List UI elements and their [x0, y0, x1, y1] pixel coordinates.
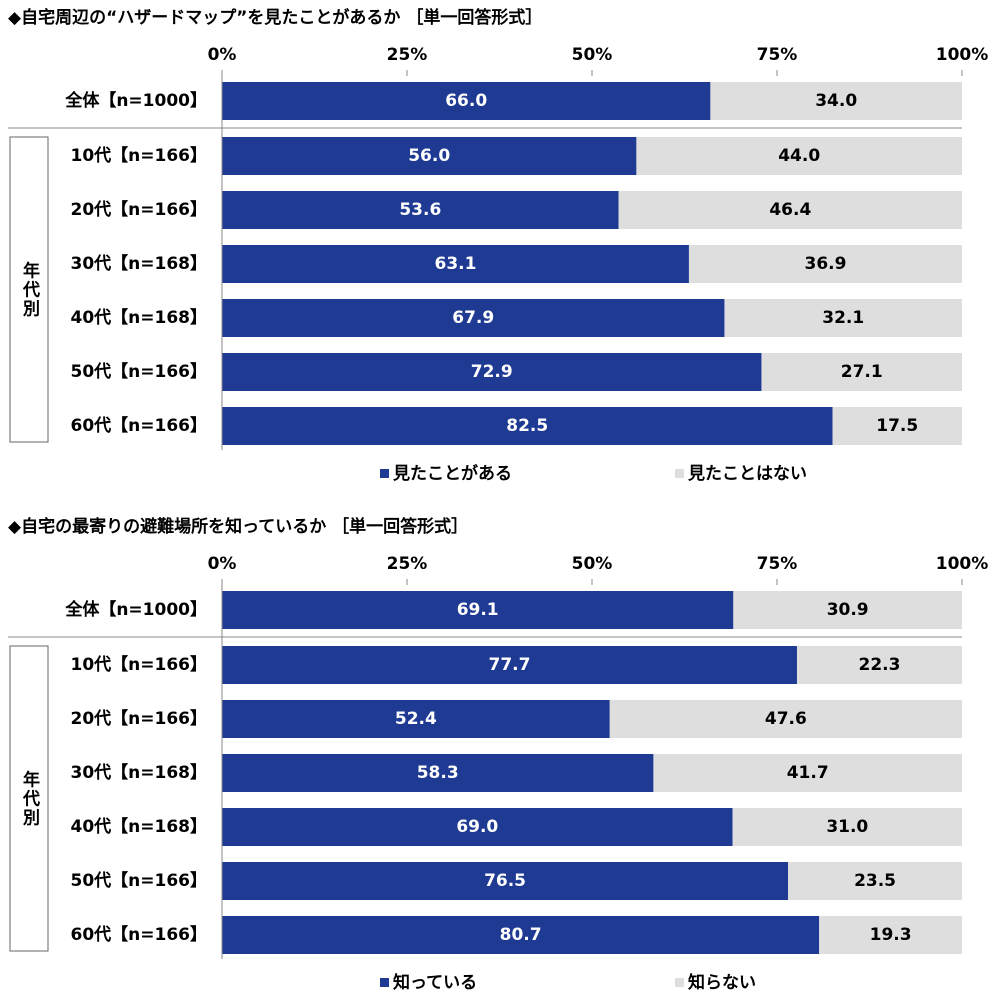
category-label: 20代【n=166】: [71, 199, 208, 220]
bar-segment: [819, 916, 962, 954]
bar-segment: [636, 137, 962, 175]
x-tick-label: 25%: [387, 45, 428, 65]
value-label: 34.0: [815, 91, 857, 111]
value-label: 82.5: [506, 416, 548, 436]
value-label: 17.5: [876, 416, 918, 436]
value-label: 67.9: [452, 308, 494, 328]
value-label: 23.5: [854, 871, 896, 891]
bar-segment: [733, 591, 962, 629]
value-label: 19.3: [870, 925, 912, 945]
value-label: 44.0: [778, 146, 820, 166]
bar-segment: [653, 754, 962, 792]
value-label: 52.4: [395, 709, 437, 729]
bar-segment: [222, 191, 619, 229]
value-label: 41.7: [787, 763, 829, 783]
value-label: 66.0: [445, 91, 487, 111]
value-label: 53.6: [399, 200, 441, 220]
bar-segment: [222, 407, 833, 445]
bar-segment: [222, 591, 734, 629]
value-label: 31.0: [826, 817, 868, 837]
x-tick-label: 100%: [936, 554, 989, 574]
category-label: 全体【n=1000】: [64, 599, 207, 620]
bar-segment: [222, 916, 820, 954]
bar-segment: [732, 808, 962, 846]
group-box: [9, 645, 49, 952]
chart-title: ◆自宅周辺の“ハザードマップ”を見たことがあるか ［単一回答形式］: [8, 7, 542, 28]
x-tick-label: 25%: [387, 554, 428, 574]
category-label: 40代【n=168】: [71, 307, 208, 328]
bar-segment: [688, 245, 962, 283]
bar-segment: [222, 245, 689, 283]
x-tick-label: 50%: [572, 554, 613, 574]
bar-segment: [710, 82, 962, 120]
bar-segment: [222, 646, 797, 684]
x-tick-label: 0%: [208, 45, 237, 65]
category-label: 10代【n=166】: [71, 654, 208, 675]
category-label: 30代【n=168】: [71, 253, 208, 274]
value-label: 77.7: [489, 655, 531, 675]
bar-segment: [222, 754, 654, 792]
bar-segment: [832, 407, 962, 445]
value-label: 72.9: [471, 362, 513, 382]
bar-segment: [222, 353, 762, 391]
value-label: 30.9: [827, 600, 869, 620]
legend-label: 知らない: [687, 972, 756, 993]
legend-marker: [675, 469, 684, 478]
bar-segment: [788, 862, 962, 900]
x-tick-label: 0%: [208, 554, 237, 574]
value-label: 47.6: [765, 709, 807, 729]
bar-segment: [222, 82, 711, 120]
value-label: 80.7: [500, 925, 542, 945]
value-label: 69.1: [457, 600, 499, 620]
category-label: 40代【n=168】: [71, 816, 208, 837]
bar-segment: [796, 646, 962, 684]
value-label: 36.9: [804, 254, 846, 274]
x-tick-label: 100%: [936, 45, 989, 65]
bar-segment: [222, 862, 789, 900]
value-label: 56.0: [408, 146, 450, 166]
category-label: 60代【n=166】: [71, 415, 208, 436]
category-label: 20代【n=166】: [71, 708, 208, 729]
category-label: 10代【n=166】: [71, 145, 208, 166]
bar-segment: [609, 700, 962, 738]
category-label: 全体【n=1000】: [64, 90, 207, 111]
bar-segment: [724, 299, 962, 337]
value-label: 22.3: [859, 655, 901, 675]
bar-segment: [222, 808, 733, 846]
legend-label: 知っている: [392, 972, 477, 993]
bar-segment: [222, 137, 637, 175]
value-label: 27.1: [841, 362, 883, 382]
value-label: 63.1: [434, 254, 476, 274]
bar-segment: [761, 353, 962, 391]
x-tick-label: 75%: [757, 554, 798, 574]
x-tick-label: 50%: [572, 45, 613, 65]
category-label: 60代【n=166】: [71, 924, 208, 945]
category-label: 50代【n=166】: [71, 361, 208, 382]
group-label: 年代別: [19, 769, 41, 827]
value-label: 76.5: [484, 871, 526, 891]
legend-marker: [675, 978, 684, 987]
value-label: 46.4: [769, 200, 811, 220]
legend-marker: [380, 469, 389, 478]
chart-title: ◆自宅の最寄りの避難場所を知っているか ［単一回答形式］: [8, 516, 468, 537]
bar-segment: [222, 299, 725, 337]
legend-label: 見たことはない: [687, 464, 807, 484]
value-label: 32.1: [822, 308, 864, 328]
legend-label: 見たことがある: [392, 463, 512, 484]
value-label: 69.0: [456, 817, 498, 837]
legend-marker: [380, 978, 389, 987]
bar-segment: [618, 191, 962, 229]
x-tick-label: 75%: [757, 45, 798, 65]
value-label: 58.3: [417, 763, 459, 783]
category-label: 50代【n=166】: [71, 870, 208, 891]
group-label: 年代別: [19, 260, 41, 318]
bar-segment: [222, 700, 610, 738]
group-box: [9, 136, 49, 443]
category-label: 30代【n=168】: [71, 762, 208, 783]
